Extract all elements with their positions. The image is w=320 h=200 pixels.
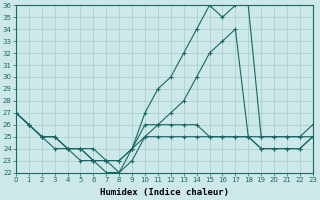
X-axis label: Humidex (Indice chaleur): Humidex (Indice chaleur) (100, 188, 229, 197)
